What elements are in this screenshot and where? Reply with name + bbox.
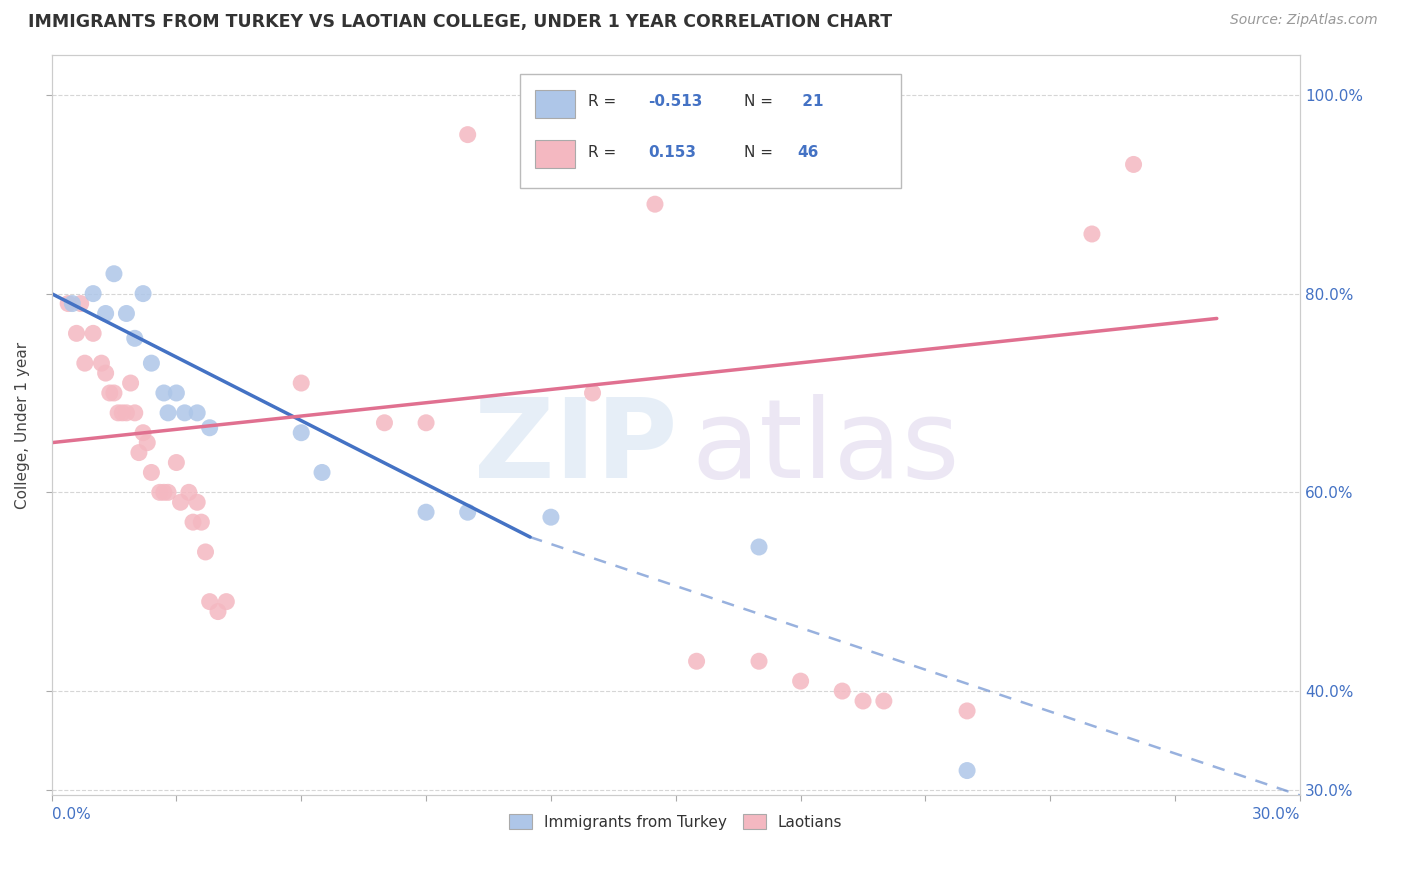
Point [157, 485, 180, 500]
Point [173, 406, 195, 420]
Point [1122, 157, 1144, 171]
Text: N =: N = [744, 145, 779, 160]
Point [103, 267, 125, 281]
Point [107, 406, 129, 420]
Point [169, 495, 191, 509]
Point [94, 366, 117, 380]
Point [956, 764, 979, 778]
Point [540, 510, 562, 524]
Point [56, 296, 79, 310]
Point [457, 505, 479, 519]
Point [94, 306, 117, 320]
Point [186, 495, 208, 509]
Point [115, 406, 138, 420]
Point [73, 356, 96, 370]
Point [415, 505, 437, 519]
Point [789, 674, 811, 689]
FancyBboxPatch shape [520, 74, 900, 188]
Text: R =: R = [588, 145, 627, 160]
Point [748, 540, 770, 554]
Point [373, 416, 395, 430]
Point [198, 421, 221, 435]
Point [956, 704, 979, 718]
Point [215, 594, 238, 608]
Point [115, 306, 138, 320]
Point [748, 654, 770, 668]
Point [207, 605, 229, 619]
Point [1081, 227, 1104, 241]
Point [581, 386, 603, 401]
Point [103, 386, 125, 401]
Point [290, 376, 312, 390]
Point [415, 416, 437, 430]
FancyBboxPatch shape [534, 140, 575, 169]
Point [65, 326, 87, 341]
Text: R =: R = [588, 95, 621, 110]
Point [82, 326, 104, 341]
Point [311, 466, 333, 480]
Point [132, 425, 155, 440]
Text: 0.153: 0.153 [648, 145, 696, 160]
Point [149, 485, 172, 500]
Text: IMMIGRANTS FROM TURKEY VS LAOTIAN COLLEGE, UNDER 1 YEAR CORRELATION CHART: IMMIGRANTS FROM TURKEY VS LAOTIAN COLLEG… [28, 13, 893, 31]
Point [194, 545, 217, 559]
Point [457, 128, 479, 142]
Point [644, 197, 666, 211]
Point [165, 386, 187, 401]
Text: atlas: atlas [692, 394, 960, 501]
Point [198, 594, 221, 608]
Y-axis label: College, Under 1 year: College, Under 1 year [15, 342, 30, 508]
Point [831, 684, 853, 698]
Point [60, 296, 83, 310]
Point [128, 445, 150, 459]
Point [90, 356, 112, 370]
Point [69, 296, 91, 310]
Text: Source: ZipAtlas.com: Source: ZipAtlas.com [1230, 13, 1378, 28]
Legend: Immigrants from Turkey, Laotians: Immigrants from Turkey, Laotians [503, 807, 848, 836]
Point [153, 485, 176, 500]
Point [685, 654, 707, 668]
Point [111, 406, 134, 420]
Point [132, 286, 155, 301]
Point [98, 386, 121, 401]
Point [141, 356, 163, 370]
Point [124, 406, 146, 420]
Point [873, 694, 896, 708]
Point [181, 515, 204, 529]
Text: 30.0%: 30.0% [1251, 807, 1301, 822]
Point [186, 406, 208, 420]
Point [124, 331, 146, 345]
Text: N =: N = [744, 95, 779, 110]
Text: 46: 46 [797, 145, 818, 160]
Point [136, 435, 159, 450]
Point [157, 406, 180, 420]
Point [141, 466, 163, 480]
Text: ZIP: ZIP [474, 394, 678, 501]
Point [120, 376, 142, 390]
Point [190, 515, 212, 529]
Text: 21: 21 [797, 95, 824, 110]
Point [165, 456, 187, 470]
Text: 0.0%: 0.0% [52, 807, 90, 822]
Point [290, 425, 312, 440]
Point [177, 485, 200, 500]
Point [852, 694, 875, 708]
Point [153, 386, 176, 401]
Point [82, 286, 104, 301]
Text: -0.513: -0.513 [648, 95, 703, 110]
FancyBboxPatch shape [534, 90, 575, 118]
